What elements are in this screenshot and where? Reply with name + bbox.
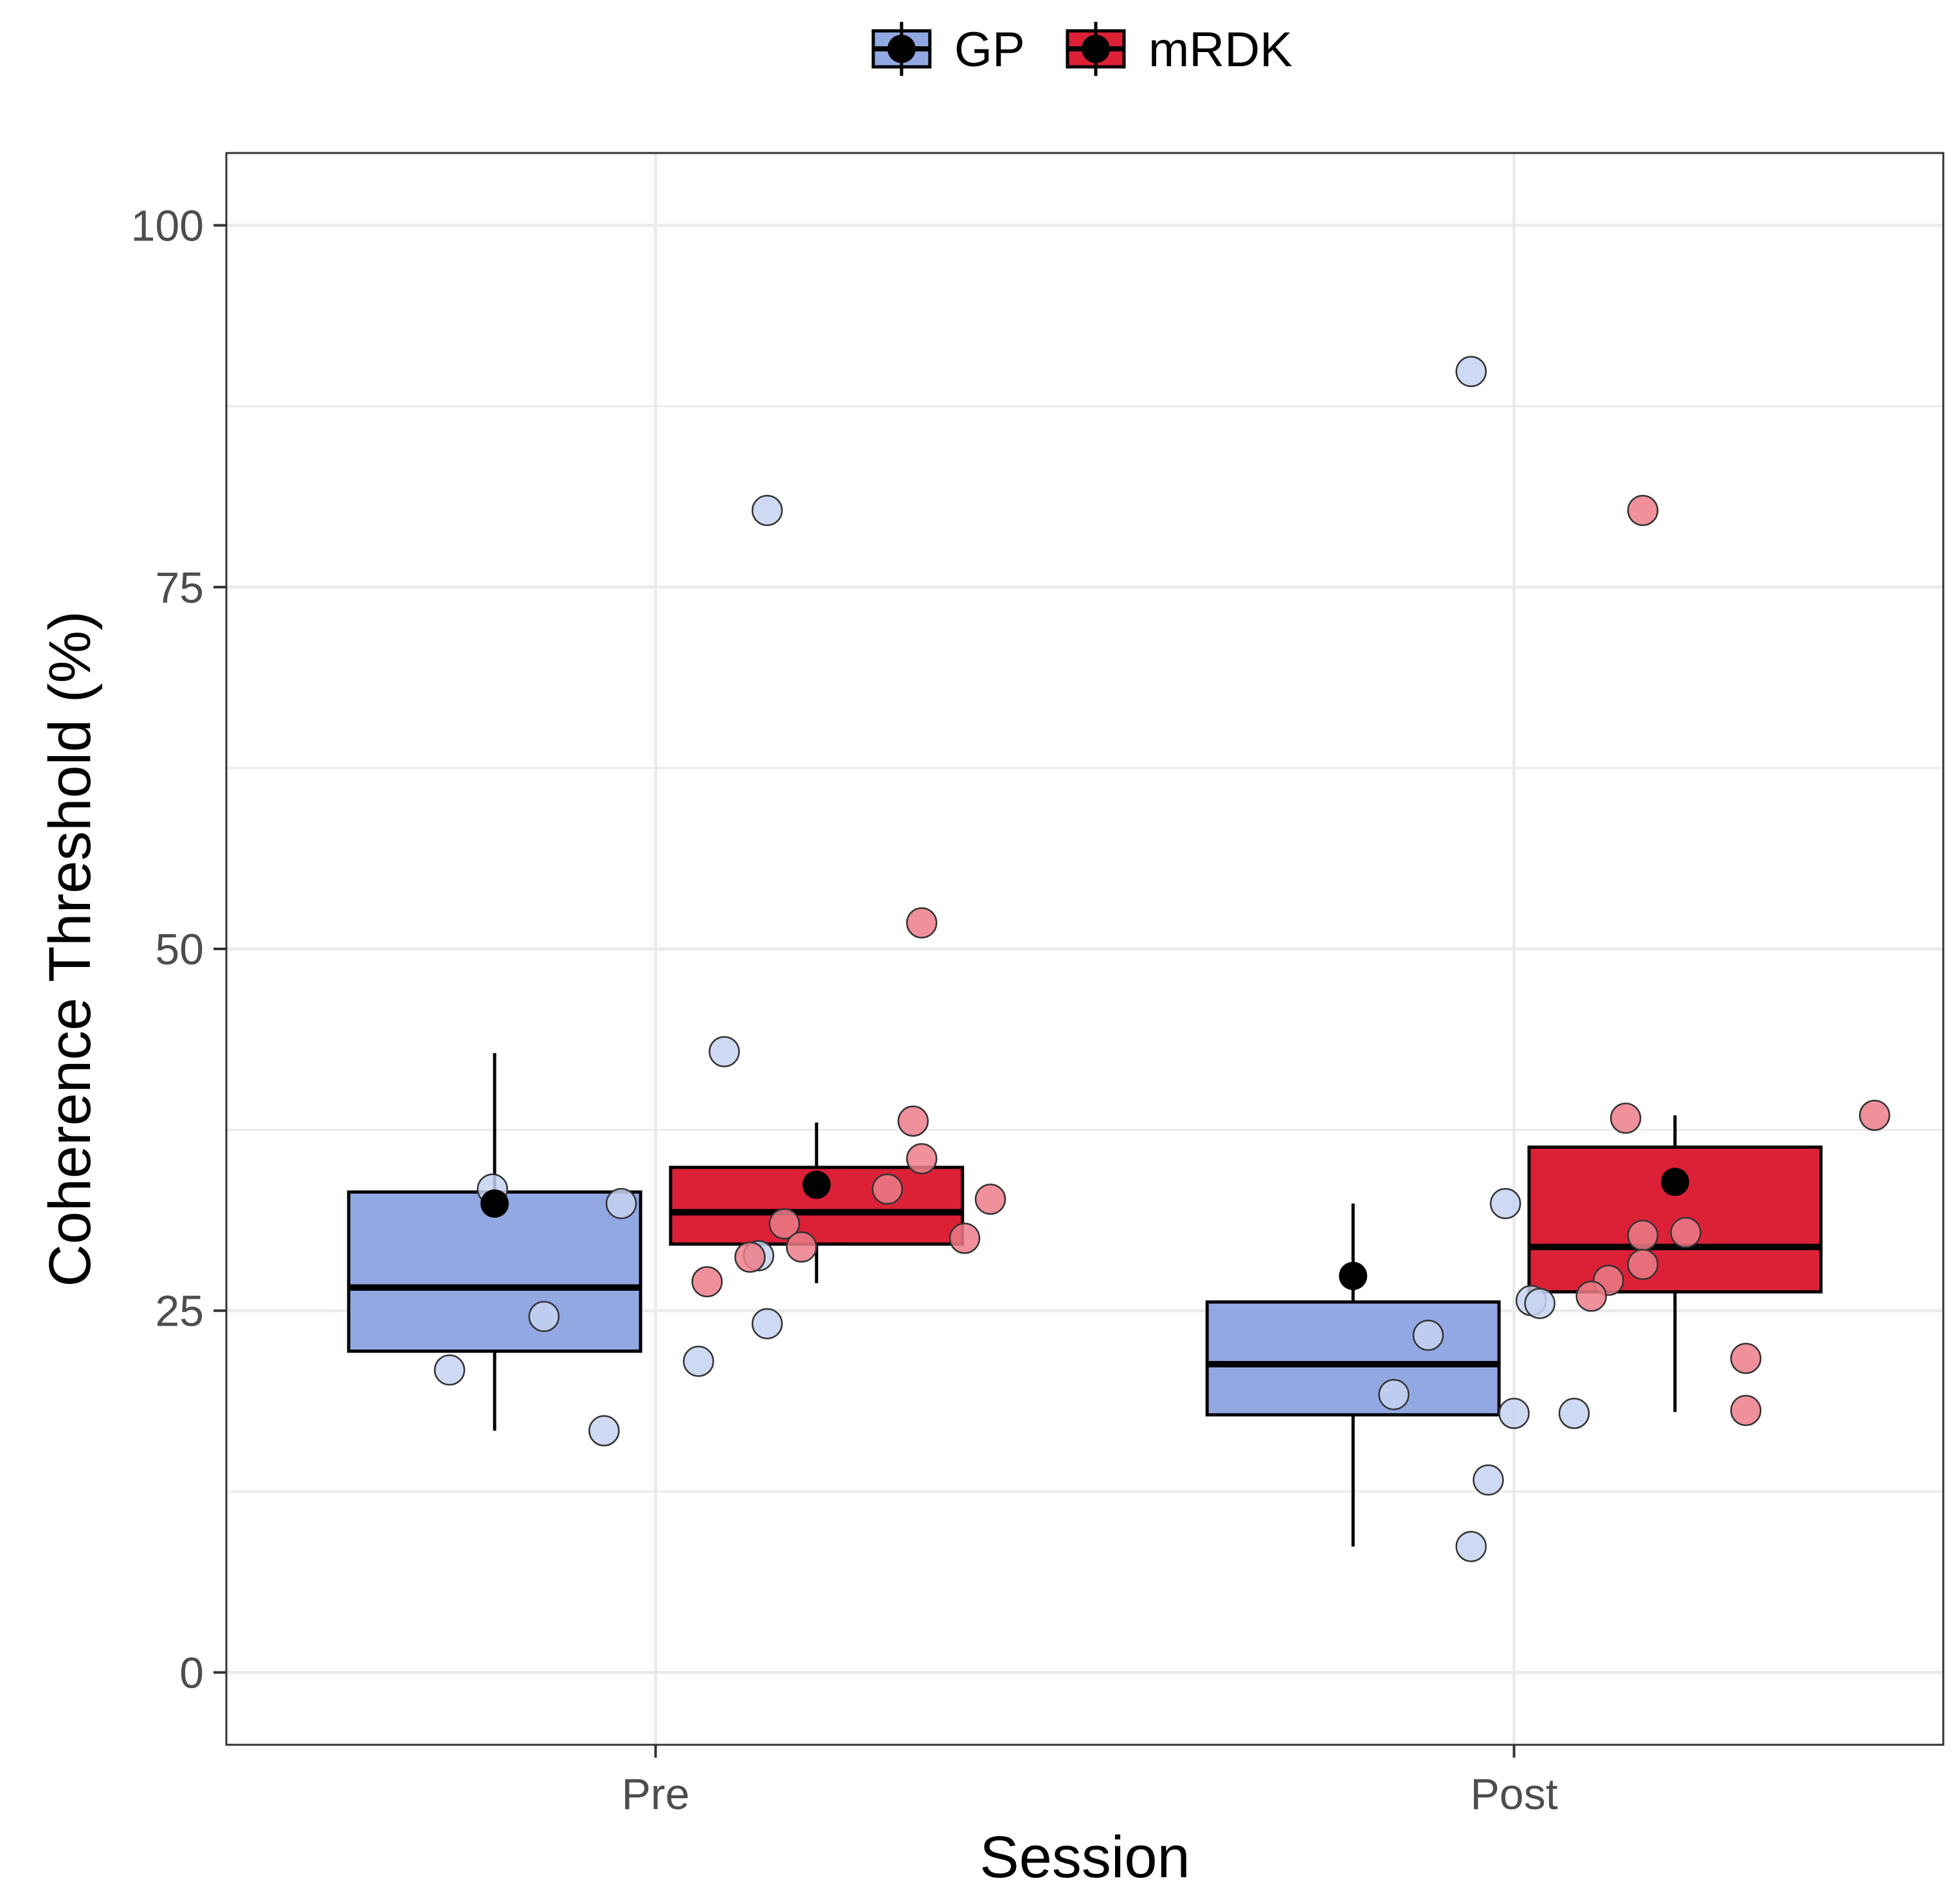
data-point-mrdk-pre [734,1241,766,1273]
data-point-mrdk-post [1627,1248,1658,1280]
data-point-gp-post [1473,1464,1504,1496]
data-point-mrdk-post [1627,494,1658,527]
data-point-mrdk-post [1730,1394,1762,1427]
data-point-mrdk-pre [786,1231,817,1263]
data-point-mrdk-post [1858,1099,1891,1131]
data-point-mrdk-pre [906,1143,938,1175]
data-point-gp-post [1558,1398,1590,1429]
data-point-gp-pre [528,1301,560,1332]
legend-key-mean-mrdk [1082,35,1110,63]
data-point-gp-pre [709,1036,740,1068]
legend: GP mRDK [871,22,1293,77]
data-point-gp-pre [751,1308,783,1340]
data-point-mrdk-pre [768,1208,800,1239]
axes: 0 25 50 75 100 Pre Post [131,202,1558,1819]
x-axis-title: Session [979,1824,1190,1890]
y-axis-title: Coherence Threshold (%) [37,611,103,1287]
y-tick-label: 50 [155,925,204,974]
data-point-mrdk-post [1627,1220,1658,1251]
data-point-mrdk-post [1670,1216,1701,1248]
data-point-mrdk-post [1730,1342,1762,1374]
y-tick-label: 0 [179,1648,204,1697]
box-gp-pre [347,1190,642,1353]
mean-point-mrdk-pre [802,1170,831,1199]
box-gp-post [1205,1300,1501,1417]
data-point-gp-post [1524,1288,1556,1319]
data-point-gp-pre [588,1415,620,1446]
data-point-mrdk-pre [691,1266,723,1297]
jitter-points [433,356,1891,1562]
data-point-mrdk-pre [897,1105,929,1137]
mean-point-mrdk-post [1660,1167,1689,1196]
y-tick-label: 75 [155,563,204,612]
data-point-gp-pre [683,1346,714,1377]
legend-key-mean-gp [887,35,916,63]
box-layer [347,1053,1823,1547]
data-point-gp-post [1412,1319,1444,1351]
data-point-mrdk-pre [948,1222,981,1254]
data-point-gp-pre [751,494,783,527]
data-point-mrdk-post [1610,1103,1642,1134]
data-point-mrdk-pre [974,1184,1006,1215]
data-point-mrdk-pre [906,907,938,939]
data-point-gp-pre [433,1354,466,1386]
data-point-gp-post [1378,1379,1410,1410]
y-tick-label: 25 [155,1287,204,1336]
data-point-gp-pre [605,1187,637,1220]
data-point-gp-post [1498,1398,1530,1429]
mean-point-gp-post [1339,1261,1368,1290]
data-point-gp-post [1455,1531,1487,1562]
y-tick-label: 100 [131,202,204,251]
legend-label-gp: GP [954,23,1025,77]
data-point-gp-post [1455,356,1487,388]
data-point-mrdk-pre [871,1173,903,1205]
mean-point-gp-pre [480,1189,509,1218]
x-tick-label: Post [1470,1770,1557,1819]
data-point-gp-post [1489,1187,1521,1220]
x-tick-label: Pre [622,1770,690,1819]
data-point-mrdk-post [1575,1280,1607,1312]
mean-markers [480,1167,1689,1290]
legend-label-mrdk: mRDK [1148,23,1293,77]
